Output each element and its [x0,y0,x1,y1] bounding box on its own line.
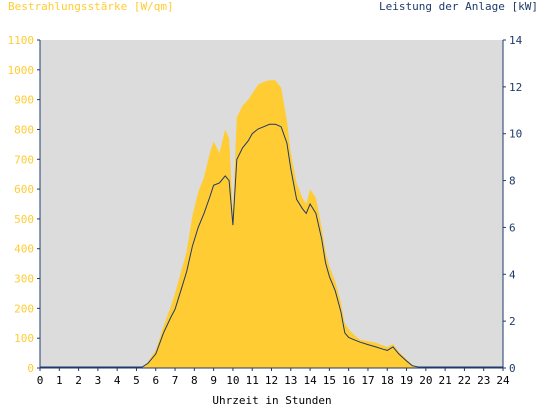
x-tick-label: 19 [400,374,413,387]
x-tick-label: 7 [172,374,179,387]
x-tick-label: 22 [458,374,471,387]
x-tick-label: 5 [133,374,140,387]
x-tick-label: 15 [323,374,336,387]
irradiance-area [40,80,422,369]
left-y-tick-label: 1100 [8,34,35,47]
right-axis-title: Leistung der Anlage [kW] [379,0,538,13]
x-tick-label: 16 [342,374,355,387]
power-line [40,123,503,368]
left-y-tick-label: 900 [14,94,34,107]
right-y-tick-label: 12 [509,81,522,94]
right-y-tick-label: 4 [509,268,516,281]
x-tick-label: 24 [496,374,510,387]
x-tick-label: 23 [477,374,490,387]
right-y-tick-label: 2 [509,315,516,328]
x-tick-label: 17 [361,374,374,387]
x-axis-title: Uhrzeit in Stunden [212,394,332,407]
right-y-tick-label: 6 [509,221,516,234]
left-y-tick-label: 800 [14,123,34,136]
x-tick-label: 18 [381,374,394,387]
x-tick-label: 2 [75,374,82,387]
left-y-tick-label: 0 [27,362,34,375]
x-tick-label: 13 [284,374,297,387]
left-y-tick-label: 700 [14,153,34,166]
right-y-tick-label: 14 [509,34,523,47]
left-y-tick-label: 400 [14,243,34,256]
left-axis-title: Bestrahlungsstärke [W/qm] [8,0,174,13]
x-tick-label: 0 [37,374,44,387]
left-y-tick-label: 1000 [8,64,35,77]
x-tick-label: 6 [152,374,159,387]
right-y-tick-label: 10 [509,128,522,141]
right-y-tick-label: 8 [509,175,516,188]
x-tick-label: 20 [419,374,432,387]
x-tick-label: 10 [226,374,239,387]
x-tick-label: 14 [303,374,317,387]
right-y-tick-label: 0 [509,362,516,375]
x-tick-label: 11 [246,374,259,387]
left-y-tick-label: 200 [14,302,34,315]
x-tick-label: 4 [114,374,121,387]
left-y-tick-label: 100 [14,332,34,345]
x-tick-label: 12 [265,374,278,387]
x-tick-label: 9 [210,374,217,387]
left-y-tick-label: 600 [14,183,34,196]
left-y-tick-label: 500 [14,213,34,226]
x-tick-label: 1 [56,374,63,387]
x-tick-label: 8 [191,374,198,387]
x-tick-label: 21 [439,374,452,387]
left-y-tick-label: 300 [14,273,34,286]
x-tick-label: 3 [95,374,102,387]
